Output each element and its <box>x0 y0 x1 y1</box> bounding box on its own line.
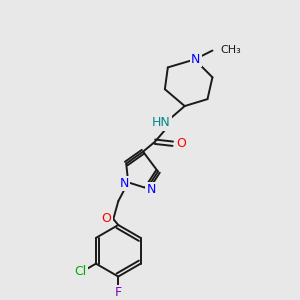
Text: N: N <box>191 53 200 66</box>
Text: HN: HN <box>152 116 170 129</box>
Text: Cl: Cl <box>74 265 87 278</box>
Text: O: O <box>176 137 186 150</box>
Text: F: F <box>115 286 122 299</box>
Text: N: N <box>146 183 156 196</box>
Text: N: N <box>119 177 129 190</box>
Text: CH₃: CH₃ <box>220 45 241 55</box>
Text: O: O <box>101 212 111 225</box>
